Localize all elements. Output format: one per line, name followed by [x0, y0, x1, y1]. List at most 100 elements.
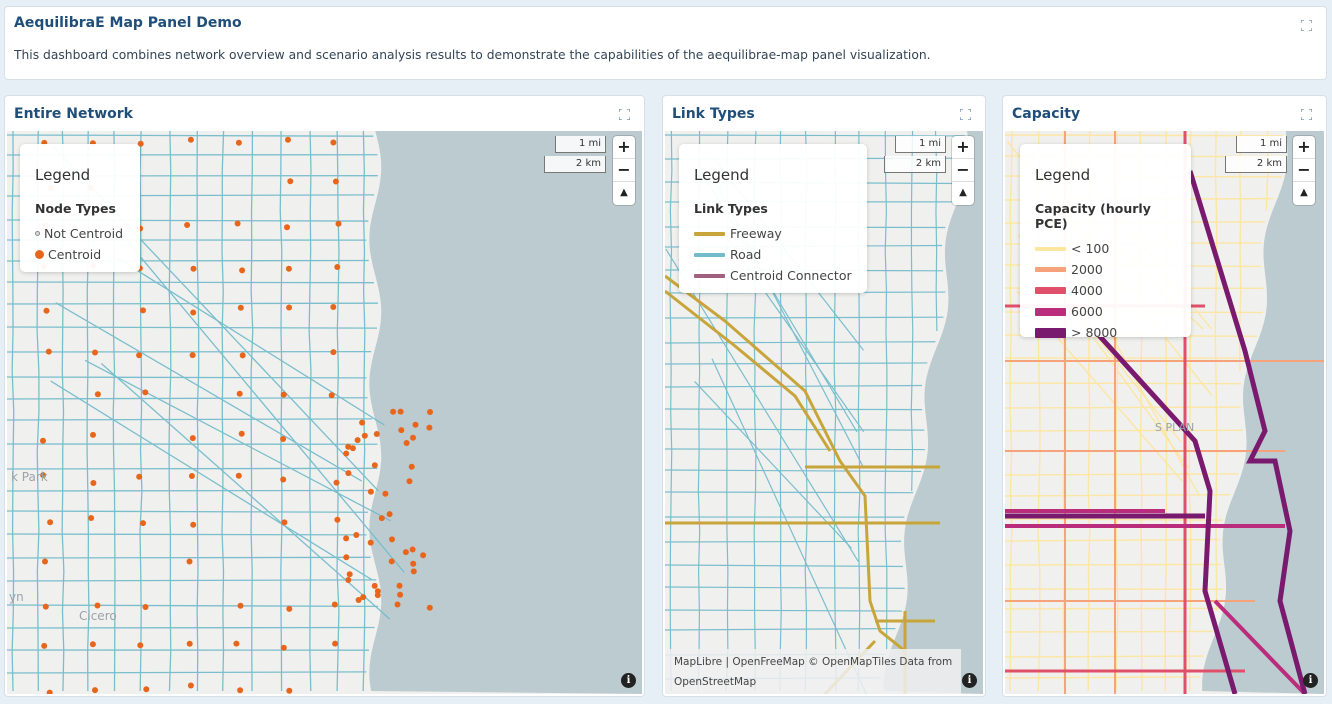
centroid-marker — [330, 304, 337, 310]
centroid-marker — [234, 220, 241, 227]
centroid-marker — [136, 352, 143, 359]
centroid-marker — [335, 220, 342, 227]
legend-item-label: Not Centroid — [44, 226, 124, 241]
centroid-marker — [349, 445, 356, 452]
centroid-marker — [390, 408, 397, 415]
expand-icon[interactable] — [1301, 109, 1312, 120]
centroid-marker — [235, 472, 242, 479]
centroid-marker — [410, 560, 417, 567]
centroid-marker — [187, 682, 194, 689]
centroid-marker — [40, 437, 46, 444]
place-label: k Park — [11, 470, 48, 484]
centroid-marker — [360, 594, 367, 601]
centroid-marker — [286, 605, 293, 612]
zoom-out-button[interactable]: − — [613, 159, 635, 182]
centroid-marker — [359, 419, 366, 426]
legend-subtitle: Node Types — [35, 201, 116, 216]
centroid-marker — [137, 140, 144, 147]
centroid-marker — [426, 604, 433, 611]
centroid-marker — [343, 554, 350, 561]
centroid-marker — [90, 480, 97, 486]
info-icon[interactable]: i — [1303, 673, 1318, 688]
centroid-marker — [410, 434, 416, 441]
panel-title: Entire Network — [14, 106, 133, 122]
compass-button[interactable]: ▲ — [620, 187, 628, 198]
info-icon[interactable]: i — [962, 673, 977, 688]
place-label: yn — [9, 590, 24, 604]
centroid-marker — [281, 519, 288, 526]
centroid-marker — [287, 178, 294, 185]
centroid-marker — [346, 571, 353, 578]
info-icon[interactable]: i — [621, 673, 636, 688]
centroid-marker — [45, 348, 52, 355]
scale-bar-mi: 1 mi — [1236, 136, 1287, 153]
centroid-marker — [137, 642, 144, 649]
map-attribution[interactable]: MapLibre | OpenFreeMap © OpenMapTiles Da… — [665, 649, 961, 694]
centroid-marker — [285, 136, 291, 143]
centroid-marker — [284, 224, 290, 231]
centroid-marker — [330, 139, 337, 146]
centroid-marker — [397, 591, 404, 598]
centroid-marker — [143, 686, 150, 693]
centroid-marker — [187, 136, 194, 143]
zoom-in-button[interactable]: + — [1293, 136, 1315, 159]
centroid-marker — [237, 687, 244, 694]
capacity-swatch — [1035, 246, 1066, 251]
centroid-marker — [190, 309, 197, 316]
map-nav-controls: + − ▲ — [952, 136, 974, 205]
capacity-swatch — [1035, 307, 1066, 316]
zoom-out-button[interactable]: − — [952, 159, 974, 182]
place-label: Cicero — [79, 609, 117, 623]
zoom-in-button[interactable]: + — [613, 136, 635, 159]
legend-item-not-centroid: Not Centroid — [35, 223, 126, 244]
centroid-marker — [408, 463, 415, 470]
map-entire-network[interactable]: k Park Cicero yn Legend Node Types Not C… — [7, 131, 642, 694]
expand-icon[interactable] — [1301, 20, 1312, 31]
zoom-out-button[interactable]: − — [1293, 159, 1315, 182]
centroid-marker — [398, 427, 405, 434]
map-legend: Legend Capacity (hourly PCE) < 100 2000 … — [1020, 144, 1191, 340]
centroid-marker — [355, 597, 362, 603]
centroid-marker — [371, 582, 378, 589]
legend-item-freeway: Freeway — [694, 223, 853, 244]
centroid-marker — [371, 462, 378, 469]
compass-button[interactable]: ▲ — [1300, 187, 1308, 198]
centroid-marker — [142, 604, 149, 610]
centroid-marker — [237, 602, 244, 609]
centroid-marker — [403, 440, 410, 446]
expand-icon[interactable] — [960, 109, 971, 120]
map-nav-controls: + − ▲ — [1293, 136, 1315, 205]
expand-icon[interactable] — [619, 109, 630, 120]
centroid-marker — [378, 515, 385, 522]
legend-title: Legend — [1035, 166, 1091, 184]
map-capacity[interactable]: S PLAN Legend Capacity (hourly PCE) < 10… — [1005, 131, 1324, 694]
centroid-marker — [142, 389, 149, 396]
centroid-marker — [280, 391, 287, 398]
centroid-marker — [332, 640, 339, 647]
centroid-swatch — [35, 250, 44, 259]
centroid-marker — [136, 473, 143, 480]
centroid-marker — [88, 515, 95, 521]
map-legend: Legend Link Types Freeway Road Centroid … — [679, 144, 867, 293]
centroid-marker — [345, 577, 352, 583]
capacity-link — [1005, 509, 1307, 694]
capacity-link — [1005, 131, 1324, 694]
centroid-marker — [427, 409, 433, 415]
centroid-marker — [92, 687, 98, 694]
legend-item-cap-100: < 100 — [1035, 238, 1177, 259]
centroid-marker — [332, 178, 339, 185]
map-nav-controls: + − ▲ — [613, 136, 635, 205]
centroid-marker — [345, 470, 352, 477]
centroid-marker — [46, 689, 53, 694]
centroid-marker — [406, 478, 413, 485]
compass-button[interactable]: ▲ — [959, 187, 967, 198]
legend-item-label: Freeway — [730, 226, 782, 241]
zoom-in-button[interactable]: + — [952, 136, 974, 159]
centroid-marker — [361, 432, 368, 439]
dashboard-title: AequilibraE Map Panel Demo — [14, 15, 242, 31]
scale-bar-mi: 1 mi — [555, 136, 606, 153]
map-link-types[interactable]: Legend Link Types Freeway Road Centroid … — [665, 131, 983, 694]
centroid-connector-swatch — [694, 273, 725, 278]
centroid-marker — [382, 490, 389, 497]
centroid-marker — [354, 437, 361, 444]
